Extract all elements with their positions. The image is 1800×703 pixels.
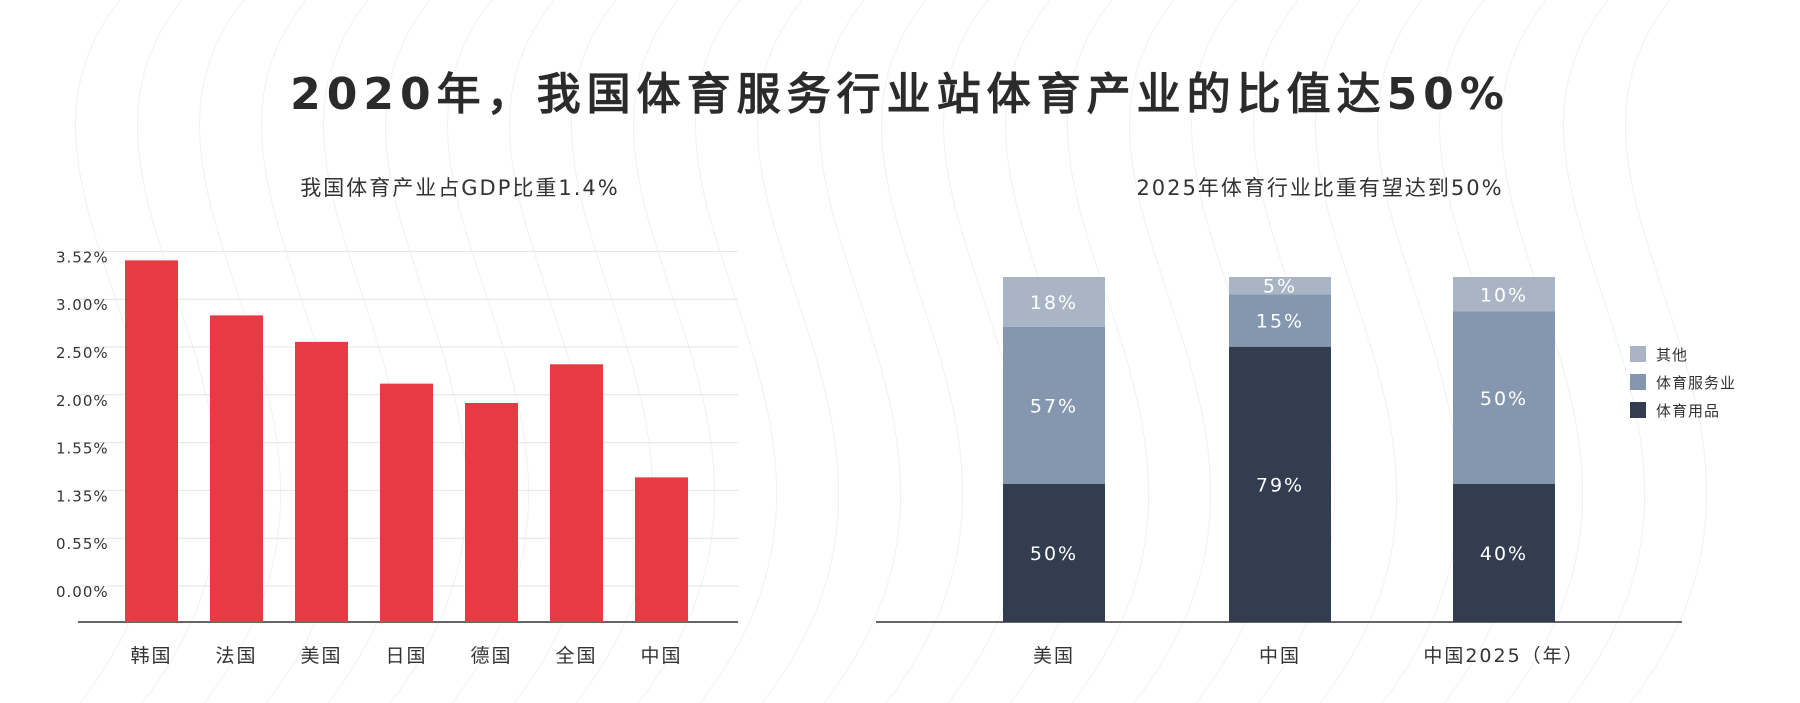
legend-label: 体育服务业 bbox=[1656, 373, 1737, 392]
x-tick-label: 美国 bbox=[300, 645, 342, 667]
stack-segment bbox=[1229, 277, 1331, 295]
x-tick-label: 中国2025（年） bbox=[1423, 645, 1584, 667]
data-label: 15% bbox=[1256, 311, 1304, 333]
x-tick-label: 韩国 bbox=[130, 645, 172, 667]
stack-segment bbox=[1003, 326, 1105, 484]
stack-segment bbox=[1003, 277, 1105, 327]
bar bbox=[210, 315, 263, 622]
legend-swatch-other bbox=[1630, 346, 1646, 362]
background-curve bbox=[1625, 0, 1708, 703]
bar bbox=[125, 260, 178, 622]
background-curve bbox=[1377, 0, 1460, 703]
background-curve bbox=[695, 0, 778, 703]
bar bbox=[380, 383, 433, 622]
legend-label: 其他 bbox=[1656, 345, 1689, 364]
data-label: 79% bbox=[1256, 474, 1304, 496]
y-tick-label: 2.50% bbox=[56, 344, 109, 362]
y-tick-label: 3.52% bbox=[56, 248, 109, 266]
background-curve bbox=[1067, 0, 1150, 703]
background-curve bbox=[137, 0, 220, 703]
bar bbox=[635, 477, 688, 622]
background-curve bbox=[757, 0, 840, 703]
x-tick-label: 全国 bbox=[555, 645, 597, 667]
x-tick-label: 中国 bbox=[640, 645, 682, 667]
x-tick-label: 中国 bbox=[1259, 645, 1301, 667]
legend-item-other: 其他 bbox=[1630, 340, 1736, 368]
background-curve bbox=[633, 0, 716, 703]
legend-label: 体育用品 bbox=[1656, 401, 1721, 420]
y-tick-label: 0.55% bbox=[56, 535, 109, 553]
background-curve bbox=[1129, 0, 1212, 703]
stack-segment bbox=[1453, 311, 1555, 484]
background-curve bbox=[385, 0, 468, 703]
data-label: 57% bbox=[1030, 395, 1078, 417]
stack-segment bbox=[1453, 484, 1555, 622]
data-label: 50% bbox=[1030, 543, 1078, 565]
legend-item-goods: 体育用品 bbox=[1630, 396, 1736, 424]
stack-segment bbox=[1229, 346, 1331, 622]
x-tick-label: 日国 bbox=[385, 645, 427, 667]
data-label: 10% bbox=[1480, 284, 1528, 306]
page-title: 2020年，我国体育服务行业站体育产业的比值达50% bbox=[290, 69, 1510, 120]
data-label: 50% bbox=[1480, 388, 1528, 410]
legend-swatch-service bbox=[1630, 374, 1646, 390]
gdp-share-bar-chart: 3.52% 3.00% 2.50% 2.00% 1.55% 1.35% 0.55% 0.00%… bbox=[56, 248, 738, 667]
stack-segment bbox=[1229, 294, 1331, 347]
legend-swatch-goods bbox=[1630, 402, 1646, 418]
bar bbox=[550, 364, 603, 622]
right-chart-title: 2025年体育行业比重有望达到50% bbox=[1136, 176, 1504, 200]
y-tick-label: 1.55% bbox=[56, 440, 109, 458]
data-label: 18% bbox=[1030, 292, 1078, 314]
data-label: 40% bbox=[1480, 543, 1528, 565]
x-tick-label: 法国 bbox=[215, 645, 257, 667]
x-tick-label: 德国 bbox=[470, 645, 512, 667]
legend-item-service: 体育服务业 bbox=[1630, 368, 1736, 396]
stack-segment bbox=[1453, 277, 1555, 312]
left-chart-title: 我国体育产业占GDP比重1.4% bbox=[300, 176, 620, 200]
data-label: 5% bbox=[1263, 276, 1297, 298]
y-tick-label: 3.00% bbox=[56, 296, 109, 314]
background-curve bbox=[1315, 0, 1398, 703]
background-curve bbox=[1563, 0, 1646, 703]
y-tick-label: 0.00% bbox=[56, 583, 109, 601]
background-curve bbox=[881, 0, 964, 703]
legend: 其他 体育服务业 体育用品 bbox=[1630, 340, 1736, 424]
bar bbox=[465, 402, 518, 622]
y-tick-label: 1.35% bbox=[56, 487, 109, 505]
background-curve bbox=[819, 0, 902, 703]
x-tick-label: 美国 bbox=[1033, 645, 1075, 667]
y-tick-label: 2.00% bbox=[56, 392, 109, 410]
stack-segment bbox=[1003, 484, 1105, 622]
bar bbox=[295, 341, 348, 622]
